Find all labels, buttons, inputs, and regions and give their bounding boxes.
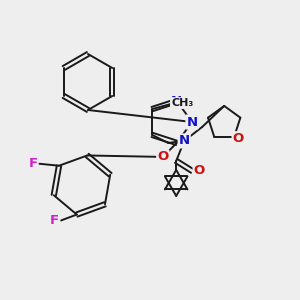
Text: F: F	[28, 157, 38, 170]
Text: O: O	[157, 150, 168, 164]
Text: O: O	[194, 164, 205, 177]
Text: N: N	[186, 116, 198, 128]
Text: F: F	[50, 214, 59, 227]
Text: N: N	[178, 134, 190, 147]
Text: O: O	[232, 132, 244, 145]
Text: CH₃: CH₃	[171, 98, 193, 108]
Text: N: N	[171, 94, 182, 108]
